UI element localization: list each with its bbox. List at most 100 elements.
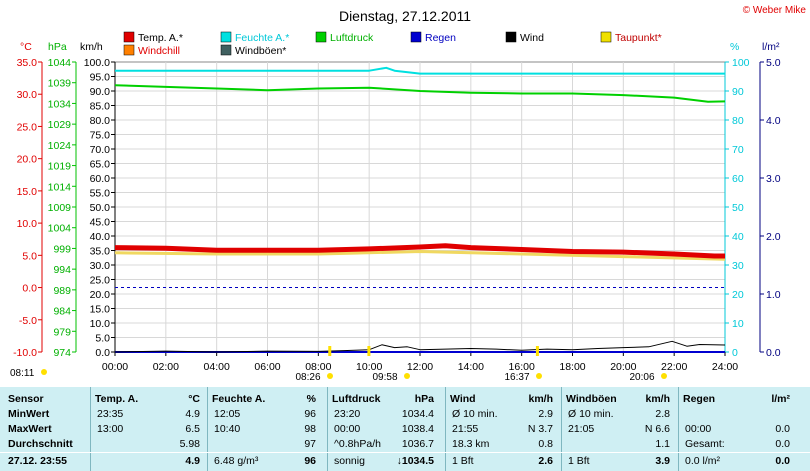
- series-dewpoint-line: [114, 250, 726, 261]
- table-row-label: MaxWert: [8, 423, 52, 435]
- temp-tick-label: 35.0: [17, 57, 38, 69]
- time-tick-label: 22:00: [661, 361, 687, 373]
- legend-label: Wind: [520, 32, 544, 44]
- legend-label: Taupunkt*: [615, 32, 662, 44]
- table-value: 5.98: [179, 438, 200, 450]
- time-tick-label: 04:00: [204, 361, 230, 373]
- legend-swatch: [123, 44, 135, 56]
- hpa-tick-label: 1044: [48, 57, 72, 69]
- table-cell: 23:35: [97, 408, 124, 420]
- legend-label: Feuchte A.*: [235, 32, 289, 44]
- table-value: 0.0: [775, 455, 790, 467]
- temp-tick-label: 25.0: [17, 121, 38, 133]
- table-value: 4.9: [185, 455, 200, 467]
- table-cell: 6.48 g/m³: [214, 455, 259, 467]
- table-value: 2.9: [538, 408, 553, 420]
- hpa-tick-label: 1004: [48, 223, 72, 235]
- unit-temp: °C: [20, 41, 32, 53]
- table-header: %: [306, 393, 316, 405]
- hpa-tick-label: 999: [53, 243, 71, 255]
- sun-tick-marker: [328, 346, 332, 356]
- table-cell: 1 Bft: [568, 455, 590, 467]
- rain-tick-label: 1.0: [766, 289, 781, 301]
- sun-marker-label: 08:11: [10, 368, 35, 379]
- table-row-divider: [0, 452, 810, 453]
- stats-table: [0, 387, 810, 471]
- legend-swatch: [600, 31, 612, 43]
- table-header: °C: [188, 393, 200, 405]
- kmh-tick-label: 65.0: [90, 159, 111, 171]
- legend-swatch: [220, 44, 232, 56]
- table-header: Sensor: [8, 393, 44, 405]
- kmh-tick-label: 85.0: [90, 101, 111, 113]
- pct-tick-label: 70: [732, 144, 744, 156]
- table-cell: 23:20: [334, 408, 361, 420]
- time-tick-label: 10:00: [356, 361, 382, 373]
- table-value: 1034.4: [401, 408, 434, 420]
- series-temp-line: [114, 243, 725, 259]
- pct-tick-label: 90: [732, 86, 744, 98]
- series-wind-line: [114, 340, 726, 353]
- time-tick-label: 20:00: [610, 361, 636, 373]
- table-header: hPa: [414, 393, 434, 405]
- table-value: 1.1: [655, 438, 670, 450]
- table-cell: Ø 10 min.: [568, 408, 614, 420]
- kmh-tick-label: 35.0: [90, 246, 111, 258]
- temp-tick-label: 5.0: [22, 250, 37, 262]
- temp-tick-label: 15.0: [17, 186, 38, 198]
- sun-icon: [327, 373, 333, 379]
- temp-tick-label: 0.0: [22, 283, 37, 295]
- hpa-tick-label: 1019: [48, 161, 72, 173]
- table-value: 96: [304, 455, 316, 467]
- table-cell: sonnig: [334, 455, 365, 467]
- table-value: 0.0: [775, 438, 790, 450]
- sun-icon: [536, 373, 542, 379]
- table-header: Windböen: [566, 393, 617, 405]
- table-divider: [678, 387, 679, 471]
- sun-tick-marker: [535, 346, 539, 356]
- table-value: N 3.7: [527, 423, 553, 435]
- kmh-tick-label: 20.0: [90, 289, 111, 301]
- hpa-tick-label: 1024: [48, 140, 72, 152]
- sun-tick-marker: [367, 346, 371, 356]
- table-header: l/m²: [771, 393, 790, 405]
- table-value: 4.9: [185, 408, 200, 420]
- table-value: 97: [304, 438, 316, 450]
- table-header: Feuchte A.: [212, 393, 266, 405]
- kmh-tick-label: 10.0: [90, 318, 111, 330]
- rain-tick-label: 2.0: [766, 231, 781, 243]
- table-header: km/h: [645, 393, 670, 405]
- hpa-tick-label: 979: [53, 326, 71, 338]
- rain-tick-label: 0.0: [766, 347, 781, 359]
- pct-tick-label: 10: [732, 318, 744, 330]
- unit-kmh: km/h: [80, 41, 103, 53]
- sun-marker-label: 09:58: [372, 372, 397, 383]
- unit-hpa: hPa: [48, 41, 67, 53]
- temp-tick-label: -10.0: [13, 347, 37, 359]
- hpa-tick-label: 984: [53, 306, 71, 318]
- kmh-tick-label: 0.0: [95, 347, 110, 359]
- pct-tick-label: 80: [732, 115, 744, 127]
- kmh-tick-label: 25.0: [90, 275, 111, 287]
- kmh-tick-label: 75.0: [90, 130, 111, 142]
- kmh-tick-label: 40.0: [90, 231, 111, 243]
- kmh-tick-label: 50.0: [90, 202, 111, 214]
- table-cell: 1 Bft: [452, 455, 474, 467]
- table-value: 6.5: [185, 423, 200, 435]
- time-tick-label: 02:00: [153, 361, 179, 373]
- hpa-tick-label: 1034: [48, 98, 72, 110]
- kmh-tick-label: 80.0: [90, 115, 111, 127]
- sun-icon: [41, 369, 47, 375]
- pct-tick-label: 100: [732, 57, 750, 69]
- sun-marker-label: 16:37: [504, 372, 529, 383]
- kmh-tick-label: 15.0: [90, 304, 111, 316]
- pct-tick-label: 0: [732, 347, 738, 359]
- hpa-tick-label: 1039: [48, 78, 72, 90]
- hpa-tick-label: 994: [53, 264, 71, 276]
- table-value: 2.8: [655, 408, 670, 420]
- table-value: 0.0: [775, 423, 790, 435]
- table-value: 1038.4: [401, 423, 434, 435]
- kmh-tick-label: 70.0: [90, 144, 111, 156]
- table-header: Regen: [683, 393, 716, 405]
- table-divider: [207, 387, 208, 471]
